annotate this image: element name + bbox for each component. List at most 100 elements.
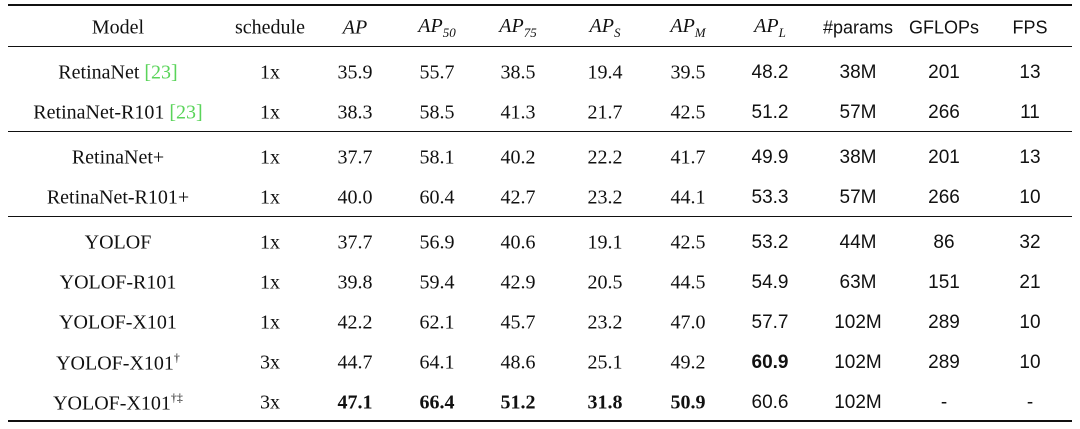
group-rule	[8, 131, 1072, 132]
model-cell: YOLOF-X101†	[56, 351, 180, 376]
model-cell: YOLOF	[85, 232, 152, 255]
header-cell: schedule	[235, 17, 305, 40]
value-cell: 19.1	[587, 231, 623, 254]
model-cell: RetinaNet+	[72, 147, 164, 170]
model-cell: RetinaNet-R101+	[47, 187, 189, 210]
model-name: RetinaNet-R101+	[46, 186, 190, 209]
citation: [23]	[169, 101, 203, 124]
value-cell: 42.5	[670, 231, 706, 254]
value-cell: 86	[933, 232, 955, 253]
value-cell: 40.0	[337, 186, 373, 209]
value-cell: 13	[1019, 147, 1041, 168]
value-cell: 40.6	[500, 231, 536, 254]
value-cell: 10	[1019, 312, 1041, 333]
value-cell: 63M	[839, 272, 877, 293]
header-text: Model	[91, 16, 145, 39]
value-cell: 60.6	[751, 392, 789, 413]
value-cell: 53.3	[751, 187, 789, 208]
value-cell: 57.7	[751, 312, 789, 333]
value-cell: 102M	[834, 352, 882, 373]
model-name: YOLOF-X101	[56, 352, 174, 375]
value-cell: 38.3	[337, 101, 373, 124]
header-cell: #params	[823, 18, 893, 39]
value-cell: 42.2	[337, 311, 373, 334]
header-text: schedule	[235, 16, 305, 39]
value-cell: 42.7	[500, 186, 536, 209]
value-cell: 37.7	[337, 146, 373, 169]
value-cell: 59.4	[419, 271, 455, 294]
value-cell: 58.1	[419, 146, 455, 169]
value-cell: 23.2	[587, 186, 623, 209]
value-cell: 38M	[839, 147, 877, 168]
value-cell: 49.9	[751, 147, 789, 168]
value-cell: 39.5	[670, 61, 706, 84]
bottom-rule	[8, 420, 1072, 422]
header-text: AP	[670, 15, 695, 37]
value-cell: 266	[928, 102, 960, 123]
header-cell: APS	[590, 15, 621, 41]
value-cell: 39.8	[337, 271, 373, 294]
header-cell: APM	[670, 15, 705, 41]
value-cell: 1x	[260, 186, 280, 209]
value-cell: 289	[928, 352, 960, 373]
model-name: YOLOF-R101	[59, 271, 177, 294]
value-cell: 42.9	[500, 271, 536, 294]
value-cell: 47.1	[337, 391, 373, 414]
value-cell: 1x	[260, 311, 280, 334]
header-text: AP	[499, 15, 524, 37]
model-name: YOLOF-X101	[53, 392, 171, 415]
model-name: RetinaNet	[58, 61, 140, 84]
header-subscript: L	[778, 25, 786, 40]
model-cell: RetinaNet [23]	[58, 62, 177, 85]
value-cell: 201	[928, 147, 960, 168]
value-cell: 38M	[839, 62, 877, 83]
value-cell: 60.9	[751, 352, 789, 373]
header-text: AP	[342, 16, 368, 39]
group-rule	[8, 216, 1072, 217]
header-text: AP	[754, 15, 779, 37]
top-rule	[8, 4, 1072, 6]
header-text: AP	[418, 15, 443, 37]
value-cell: 289	[928, 312, 960, 333]
value-cell: 54.9	[751, 272, 789, 293]
value-cell: 44.7	[337, 351, 373, 374]
value-cell: 1x	[260, 101, 280, 124]
header-cell: AP75	[499, 15, 536, 41]
value-cell: 10	[1019, 187, 1041, 208]
value-cell: 151	[928, 272, 960, 293]
model-name: YOLOF	[84, 231, 152, 254]
value-cell: 51.2	[500, 391, 536, 414]
value-cell: -	[940, 392, 948, 413]
model-name: RetinaNet+	[71, 146, 165, 169]
header-cell: Model	[92, 17, 144, 40]
value-cell: 55.7	[419, 61, 455, 84]
value-cell: 1x	[260, 271, 280, 294]
value-cell: 48.2	[751, 62, 789, 83]
header-text: FPS	[1012, 17, 1048, 38]
value-cell: 44M	[839, 232, 877, 253]
value-cell: 1x	[260, 146, 280, 169]
value-cell: 47.0	[670, 311, 706, 334]
value-cell: 40.2	[500, 146, 536, 169]
value-cell: 50.9	[670, 391, 706, 414]
value-cell: 64.1	[419, 351, 455, 374]
value-cell: 20.5	[587, 271, 623, 294]
header-subscript: 75	[523, 25, 537, 40]
value-cell: 45.7	[500, 311, 536, 334]
value-cell: 41.3	[500, 101, 536, 124]
value-cell: 1x	[260, 61, 280, 84]
header-text: #params	[822, 17, 894, 38]
header-cell: APL	[754, 15, 786, 41]
value-cell: 35.9	[337, 61, 373, 84]
model-cell: RetinaNet-R101 [23]	[33, 102, 202, 125]
value-cell: 1x	[260, 231, 280, 254]
value-cell: 102M	[834, 312, 882, 333]
value-cell: 57M	[839, 187, 877, 208]
citation: [23]	[144, 61, 178, 84]
model-name: YOLOF-X101	[59, 311, 177, 334]
value-cell: 49.2	[670, 351, 706, 374]
header-cell: AP50	[418, 15, 455, 41]
model-name: RetinaNet-R101	[33, 101, 165, 124]
value-cell: 58.5	[419, 101, 455, 124]
value-cell: 21	[1019, 272, 1041, 293]
